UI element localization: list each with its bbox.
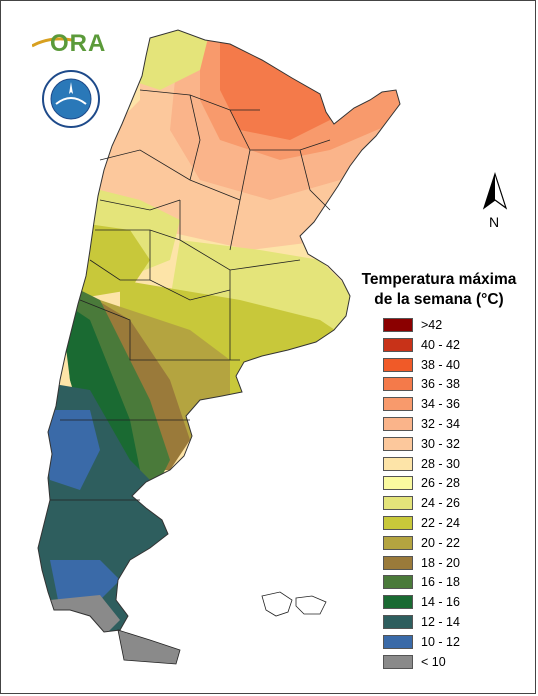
legend-item: 28 - 30 bbox=[383, 456, 533, 472]
legend-swatch bbox=[383, 397, 413, 412]
legend-item: 32 - 34 bbox=[383, 417, 533, 432]
legend-label: 40 - 42 bbox=[421, 337, 460, 352]
legend-title: Temperatura máxima de la semana (°C) bbox=[344, 270, 534, 310]
north-arrow-icon bbox=[482, 172, 508, 210]
legend-swatch bbox=[383, 496, 413, 511]
legend-item: 36 - 38 bbox=[383, 377, 533, 392]
legend-label: < 10 bbox=[421, 654, 446, 669]
legend-item: 40 - 42 bbox=[383, 337, 533, 353]
falkland-islands bbox=[261, 591, 327, 617]
legend-item: 18 - 20 bbox=[383, 555, 533, 571]
legend-item: 38 - 40 bbox=[383, 357, 533, 373]
ora-swoosh-icon bbox=[31, 37, 73, 48]
legend-label: 24 - 26 bbox=[421, 496, 460, 511]
legend-label: 20 - 22 bbox=[421, 535, 460, 550]
legend-item: 14 - 16 bbox=[383, 595, 533, 610]
legend-label: 36 - 38 bbox=[421, 377, 460, 392]
legend-label: >42 bbox=[421, 318, 443, 332]
province-boundaries bbox=[50, 89, 331, 501]
smn-seal-icon bbox=[42, 70, 100, 128]
legend-swatch bbox=[383, 476, 413, 491]
legend-swatch bbox=[383, 654, 413, 669]
legend-label: 32 - 34 bbox=[421, 417, 460, 431]
tierra-del-fuego bbox=[117, 629, 181, 665]
legend-swatch bbox=[383, 337, 413, 352]
legend-swatch bbox=[383, 615, 413, 629]
legend-swatch bbox=[383, 634, 413, 649]
ora-logo-text: ORA bbox=[50, 30, 107, 57]
legend-swatch bbox=[383, 436, 413, 451]
legend-swatch bbox=[383, 535, 413, 550]
legend-swatch bbox=[383, 417, 413, 431]
legend-title-line2: de la semana (°C) bbox=[374, 291, 504, 308]
legend-item: 24 - 26 bbox=[383, 496, 533, 511]
legend-item: 30 - 32 bbox=[383, 436, 533, 452]
legend-item: 12 - 14 bbox=[383, 615, 533, 630]
legend-item: < 10 bbox=[383, 654, 533, 670]
legend-label: 16 - 18 bbox=[421, 575, 460, 590]
legend-swatch bbox=[383, 377, 413, 392]
legend-label: 38 - 40 bbox=[421, 357, 460, 372]
legend-swatch bbox=[383, 516, 413, 530]
legend-label: 22 - 24 bbox=[421, 516, 460, 530]
north-label: N bbox=[489, 214, 500, 230]
legend-title-line1: Temperatura máxima bbox=[361, 271, 517, 288]
smn-seal bbox=[42, 70, 100, 128]
legend-item: 20 - 22 bbox=[383, 535, 533, 551]
legend-label: 10 - 12 bbox=[421, 634, 460, 649]
legend-label: 12 - 14 bbox=[421, 615, 460, 629]
country-outline bbox=[37, 29, 401, 633]
legend-swatch bbox=[383, 595, 413, 610]
legend-item: 10 - 12 bbox=[383, 634, 533, 650]
legend-swatch bbox=[383, 357, 413, 372]
legend-label: 30 - 32 bbox=[421, 436, 460, 451]
legend-item: 16 - 18 bbox=[383, 575, 533, 590]
legend-swatch bbox=[383, 456, 413, 471]
legend-swatch bbox=[383, 555, 413, 570]
legend-item: 26 - 28 bbox=[383, 476, 533, 491]
legend-label: 34 - 36 bbox=[421, 397, 460, 412]
legend-label: 18 - 20 bbox=[421, 555, 460, 570]
legend-swatch bbox=[383, 575, 413, 590]
ora-logo bbox=[31, 30, 104, 60]
legend-label: 14 - 16 bbox=[421, 595, 460, 610]
legend-swatch bbox=[383, 318, 413, 332]
legend-item: 34 - 36 bbox=[383, 397, 533, 412]
legend-item: 22 - 24 bbox=[383, 516, 533, 531]
legend-item: >42 bbox=[383, 318, 533, 333]
legend-label: 26 - 28 bbox=[421, 476, 460, 491]
legend-label: 28 - 30 bbox=[421, 456, 460, 471]
